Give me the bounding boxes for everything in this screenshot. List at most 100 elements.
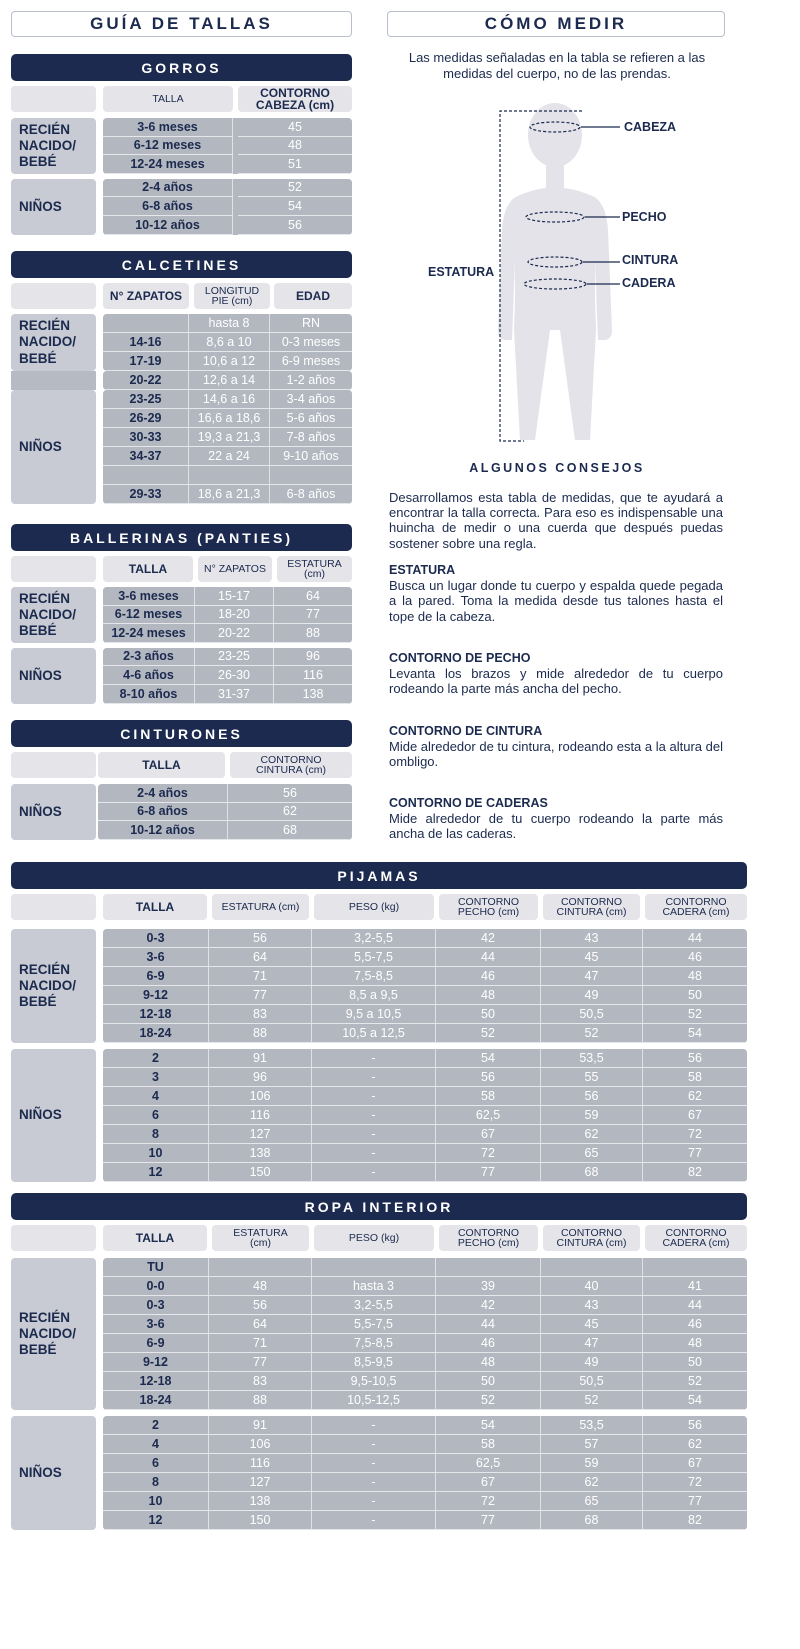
value-cell: 48	[643, 1334, 747, 1353]
size-cell: 3-6	[103, 1315, 209, 1334]
size-cell: 2	[103, 1416, 209, 1435]
size-cell: 8	[103, 1125, 209, 1144]
value-cell: 56	[209, 929, 312, 948]
value-cell: 54	[643, 1391, 747, 1410]
size-cell: 30-33	[103, 428, 189, 447]
value-cell: 150	[209, 1163, 312, 1182]
value-cell: 59	[541, 1106, 643, 1125]
group-body: 2 91-54 53,5 56 3 96-56 55 58 4 106-58 56 62 6 116-62…	[103, 1049, 747, 1182]
table-row: 2 91-54 53,5 56	[103, 1416, 747, 1435]
value-cell: 71	[209, 1334, 312, 1353]
ropa_interior-header: ROPA INTERIOR	[11, 1193, 747, 1220]
label-cintura: CINTURA	[622, 253, 678, 267]
size-cell: 6-8 años	[103, 197, 233, 216]
table-row: 2-3 años 23-25 96	[103, 647, 352, 667]
value-cell	[643, 1258, 747, 1277]
value-cell: 62,5	[436, 1106, 541, 1125]
size-cell: 6-9	[103, 967, 209, 986]
value-cell: 56	[209, 1296, 312, 1315]
body-measurement-figure: CABEZA PECHO CINTURA CADERA ESTATURA	[428, 103, 678, 442]
value-cell: 116	[274, 666, 352, 685]
table-row: TU	[103, 1258, 747, 1277]
label-cadera: CADERA	[622, 276, 675, 290]
size-cell: 12-18	[103, 1372, 209, 1391]
group-body: 2-4 años 56 6-8 años 62 10-12 años 68	[98, 784, 352, 840]
value-cell: 96	[209, 1068, 312, 1087]
column-header: ESTATURA (cm)	[277, 556, 352, 582]
value-cell: 56	[436, 1068, 541, 1087]
value-cell: 68	[541, 1163, 643, 1182]
table-row: 29-33 18,6 a 21,3 6-8 años	[103, 485, 352, 504]
waist-measure-ring	[527, 256, 583, 268]
value-cell: 48	[643, 967, 747, 986]
size-cell: 12	[103, 1163, 209, 1182]
value-cell: 54	[643, 1024, 747, 1043]
value-cell: 56	[643, 1049, 747, 1068]
tip-pecho: CONTORNO DE PECHO Levanta los brazos y mi…	[389, 651, 723, 697]
value-cell: 51	[238, 155, 352, 174]
size-cell: 34-37	[103, 447, 189, 466]
tip-caderas: CONTORNO DE CADERAS Mide alrededor de tu …	[389, 796, 723, 842]
header-blank-cell	[11, 1225, 96, 1251]
value-cell: 64	[274, 587, 352, 606]
group-label	[11, 371, 96, 390]
table-row: 3-6 meses 45	[103, 118, 352, 137]
value-cell: 62	[643, 1087, 747, 1106]
value-cell: 9-10 años	[270, 447, 352, 466]
size-cell: 26-29	[103, 409, 189, 428]
value-cell: -	[312, 1416, 436, 1435]
table-row: 18-24 88 10,5-12,5 52 52 54	[103, 1391, 747, 1410]
size-cell: 4-6 años	[103, 666, 195, 685]
size-cell: 17-19	[103, 352, 189, 371]
table-row: 6-12 meses 48	[103, 136, 352, 156]
value-cell: -	[312, 1049, 436, 1068]
size-cell: 9-12	[103, 1353, 209, 1372]
value-cell: 7-8 años	[270, 428, 352, 447]
table-row: 14-16 8,6 a 10 0-3 meses	[103, 333, 352, 352]
value-cell: 20-22	[195, 624, 274, 643]
size-cell: 6	[103, 1106, 209, 1125]
value-cell: 54	[436, 1049, 541, 1068]
column-header: ESTATURA (cm)	[212, 1225, 309, 1251]
table-row: 6-8 años 54	[103, 197, 352, 216]
value-cell: 47	[541, 967, 643, 986]
column-header: TALLA	[103, 86, 233, 112]
value-cell: -	[312, 1087, 436, 1106]
value-cell: 46	[643, 948, 747, 967]
value-cell	[541, 1258, 643, 1277]
group-label: RECIÉN NACIDO/ BEBÉ	[11, 587, 96, 643]
table-row: 6-9 71 7,5-8,5 46 47 48	[103, 1334, 747, 1353]
group-label: NIÑOS	[11, 178, 96, 235]
group-label: NIÑOS	[11, 390, 96, 504]
value-cell: 106	[209, 1435, 312, 1454]
value-cell: 58	[436, 1435, 541, 1454]
value-cell: 150	[209, 1511, 312, 1530]
table-row: 6-8 años 62	[98, 802, 352, 822]
value-cell: 77	[436, 1511, 541, 1530]
column-header: PESO (kg)	[314, 894, 434, 920]
group-body: 20-22 12,6 a 14 1-2 años	[103, 371, 352, 390]
size-cell: 6-12 meses	[103, 136, 233, 156]
value-cell: 22 a 24	[189, 447, 270, 466]
value-cell: 52	[436, 1391, 541, 1410]
value-cell: 48	[238, 136, 352, 156]
value-cell: 48	[436, 986, 541, 1005]
value-cell: 44	[643, 1296, 747, 1315]
size-cell: 6	[103, 1454, 209, 1473]
value-cell: 3,2-5,5	[312, 1296, 436, 1315]
header-blank-cell	[11, 556, 96, 582]
value-cell: 127	[209, 1473, 312, 1492]
column-header: N° ZAPATOS	[198, 556, 272, 582]
group-label: RECIÉN NACIDO/ BEBÉ	[11, 929, 96, 1043]
table-row: 23-25 14,6 a 16 3-4 años	[103, 390, 352, 409]
table-row: 12-18 83 9,5 a 10,5 50 50,5 52	[103, 1005, 747, 1024]
value-cell: 48	[209, 1277, 312, 1296]
value-cell: -	[312, 1144, 436, 1163]
size-cell: 3	[103, 1068, 209, 1087]
table-row: 12-24 meses 20-22 88	[103, 624, 352, 643]
size-cell: 3-6 meses	[103, 118, 233, 137]
value-cell: 3-4 años	[270, 390, 352, 409]
table-row: 0-0 48 hasta 3 39 40 41	[103, 1277, 747, 1296]
tip-text: Levanta los brazos y mide alrededor de t…	[389, 666, 723, 697]
size-cell: 10-12 años	[103, 215, 233, 235]
